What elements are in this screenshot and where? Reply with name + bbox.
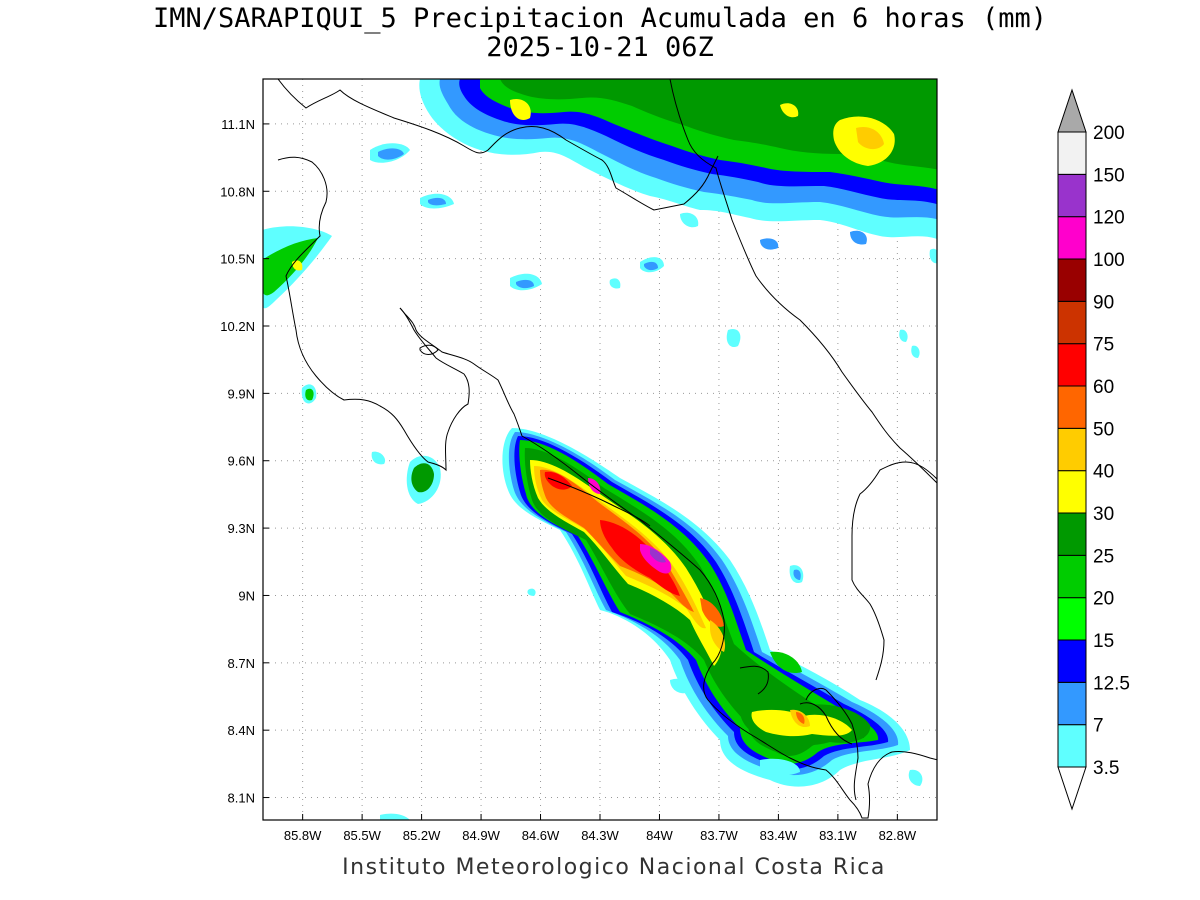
nicaragua-coast-north bbox=[277, 79, 719, 211]
colorbar-label: 200 bbox=[1093, 123, 1125, 144]
lon-tick-label: 84.3W bbox=[581, 828, 619, 843]
lon-tick-label: 83.4W bbox=[760, 828, 798, 843]
colorbar-swatch bbox=[1057, 131, 1087, 175]
colorbar-label: 40 bbox=[1093, 462, 1114, 483]
caribbean-coast bbox=[851, 461, 937, 681]
colorbar-label: 90 bbox=[1093, 292, 1114, 313]
colorbar-swatch bbox=[1057, 173, 1087, 218]
precip-band-central-pacific bbox=[502, 428, 910, 787]
colorbar: 3.5 7 12.5 15 20 25 30 40 50 60 75 90 100 120 150 200 bbox=[1057, 88, 1130, 811]
lat-tick-label: 11.1N bbox=[221, 117, 255, 132]
lon-tick-label: 84.9W bbox=[462, 828, 500, 843]
colorbar-swatch bbox=[1057, 554, 1087, 599]
colorbar-swatch bbox=[1057, 216, 1087, 260]
lon-tick-label: 85.2W bbox=[403, 828, 441, 843]
colorbar-label: 12.5 bbox=[1093, 673, 1130, 694]
colorbar-label: 3.5 bbox=[1093, 758, 1119, 779]
colorbar-label: 120 bbox=[1093, 208, 1125, 229]
colorbar-swatch bbox=[1057, 681, 1087, 726]
lat-tick-label: 9.3N bbox=[228, 521, 255, 536]
colorbar-label: 75 bbox=[1093, 335, 1114, 356]
inland-border-segment bbox=[547, 477, 651, 527]
map-title: IMN/SARAPIQUI_5 Precipitacion Acumulada … bbox=[152, 3, 1048, 34]
colorbar-label: 100 bbox=[1093, 250, 1125, 271]
colorbar-label: 50 bbox=[1093, 419, 1114, 440]
lat-tick-label: 10.8N bbox=[220, 184, 255, 199]
nicoya-coast bbox=[277, 156, 470, 472]
colorbar-swatch bbox=[1057, 639, 1087, 683]
colorbar-swatch bbox=[1057, 300, 1087, 345]
lon-tick-label: 84W bbox=[646, 828, 673, 843]
colorbar-label: 150 bbox=[1093, 165, 1125, 186]
colorbar-swatch bbox=[1057, 258, 1087, 302]
colorbar-swatch bbox=[1057, 597, 1087, 641]
precip-band-north bbox=[419, 79, 937, 240]
lon-tick-label: 85.5W bbox=[343, 828, 381, 843]
lat-tick-label: 8.4N bbox=[228, 723, 255, 738]
lon-axis: 85.8W 85.5W 85.2W 84.9W 84.6W 84.3W 84W 83.7W 83… bbox=[284, 814, 917, 843]
precipitation-field bbox=[263, 79, 937, 820]
colorbar-swatch bbox=[1057, 470, 1087, 514]
colorbar-label: 60 bbox=[1093, 377, 1114, 398]
lon-tick-label: 83.1W bbox=[819, 828, 857, 843]
lat-tick-label: 9.9N bbox=[228, 386, 255, 401]
colorbar-top-arrow bbox=[1057, 88, 1087, 133]
colorbar-swatch bbox=[1057, 385, 1087, 429]
panama-border bbox=[805, 687, 859, 801]
colorbar-swatch bbox=[1057, 343, 1087, 387]
footer-credit: Instituto Meteorologico Nacional Costa R… bbox=[342, 855, 886, 880]
lat-axis: 11.1N 10.8N 10.5N 10.2N 9.9N 9.6N 9.3N 9N 8.7N 8.… bbox=[220, 117, 269, 806]
colorbar-bottom-arrow bbox=[1057, 766, 1087, 811]
lat-tick-label: 8.1N bbox=[228, 791, 255, 806]
lon-tick-label: 84.6W bbox=[522, 828, 560, 843]
colorbar-label: 25 bbox=[1093, 546, 1114, 567]
pacific-coast-south bbox=[521, 435, 937, 819]
island-chira bbox=[419, 344, 439, 355]
nicoya-gulf-coast bbox=[399, 307, 523, 437]
colorbar-swatch bbox=[1057, 427, 1087, 472]
lat-tick-label: 10.5N bbox=[220, 252, 255, 267]
colorbar-label: 20 bbox=[1093, 589, 1114, 610]
precip-scattered-cells bbox=[263, 143, 937, 820]
lat-tick-label: 10.2N bbox=[220, 319, 255, 334]
lat-tick-label: 9N bbox=[238, 588, 255, 603]
lat-tick-label: 9.6N bbox=[228, 454, 255, 469]
colorbar-label: 7 bbox=[1093, 716, 1104, 737]
inland-border-segment-3 bbox=[799, 702, 853, 745]
lat-tick-label: 8.7N bbox=[228, 656, 255, 671]
colorbar-swatch bbox=[1057, 724, 1087, 768]
colorbar-label: 30 bbox=[1093, 504, 1114, 525]
map-subtitle-date: 2025-10-21 06Z bbox=[486, 32, 714, 63]
coastlines bbox=[277, 79, 937, 819]
lon-tick-label: 82.8W bbox=[879, 828, 917, 843]
lon-tick-label: 85.8W bbox=[284, 828, 322, 843]
colorbar-label: 15 bbox=[1093, 631, 1114, 652]
border-north bbox=[669, 79, 937, 484]
lon-tick-label: 83.7W bbox=[700, 828, 738, 843]
colorbar-swatch bbox=[1057, 512, 1087, 556]
inland-border-segment-2 bbox=[739, 665, 769, 695]
